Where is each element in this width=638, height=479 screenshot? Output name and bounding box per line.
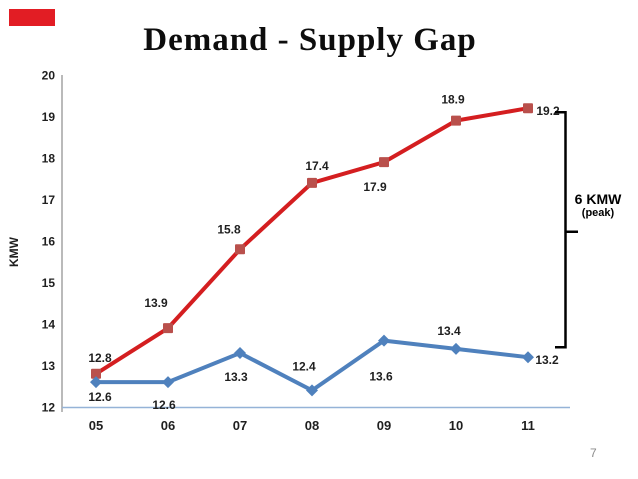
supply-data-label: 12.6 xyxy=(88,390,112,404)
demand-data-label: 18.9 xyxy=(441,93,465,107)
y-tick-label: 13 xyxy=(42,359,56,373)
supply-data-label: 13.3 xyxy=(224,370,248,384)
demand-marker xyxy=(451,115,461,126)
supply-data-label: 12.4 xyxy=(292,359,316,373)
demand-data-label: 17.4 xyxy=(305,159,329,173)
gap-annotation-value: 6 KMW xyxy=(574,191,622,207)
x-tick-label: 07 xyxy=(233,418,247,433)
supply-marker xyxy=(306,384,318,397)
gap-bracket xyxy=(555,110,578,349)
demand-line xyxy=(94,106,530,376)
supply-marker xyxy=(234,347,246,360)
chart-title: Demand - Supply Gap xyxy=(143,22,477,58)
x-tick-label: 08 xyxy=(305,418,319,433)
y-tick-label: 19 xyxy=(42,110,56,124)
y-tick-label: 16 xyxy=(42,235,56,249)
demand-marker xyxy=(523,103,533,114)
supply-marker xyxy=(450,342,462,355)
supply-data-label: 13.4 xyxy=(437,324,461,338)
supply-marker xyxy=(90,376,102,389)
x-tick-label: 06 xyxy=(161,418,175,433)
demand-data-label: 15.8 xyxy=(217,222,241,236)
supply-marker xyxy=(162,376,174,389)
demand-marker xyxy=(91,368,101,379)
gap-annotation-unit: (peak) xyxy=(581,207,615,219)
page-number: 7 xyxy=(590,446,597,460)
demand-marker xyxy=(379,157,389,168)
accent-bar xyxy=(9,9,55,26)
y-tick-label: 15 xyxy=(42,276,56,290)
supply-data-label: 13.6 xyxy=(369,370,393,384)
x-tick-label: 11 xyxy=(521,418,535,433)
y-tick-label: 20 xyxy=(42,69,56,83)
y-tick-label: 14 xyxy=(42,318,56,332)
x-tick-label: 10 xyxy=(449,418,463,433)
y-tick-label: 17 xyxy=(42,193,56,207)
y-tick-label: 12 xyxy=(42,401,56,415)
demand-data-label: 17.9 xyxy=(363,180,387,194)
y-tick-label: 18 xyxy=(42,152,56,166)
x-tick-label: 09 xyxy=(377,418,391,433)
demand-data-label: 12.8 xyxy=(88,351,112,365)
demand-marker xyxy=(163,323,173,334)
supply-data-label: 13.2 xyxy=(535,353,559,367)
supply-marker xyxy=(378,334,390,347)
supply-data-label: 12.6 xyxy=(152,398,176,412)
demand-marker xyxy=(235,244,245,255)
demand-data-label: 13.9 xyxy=(144,296,168,310)
gap-annotation: 6 KMW (peak) xyxy=(566,192,630,220)
demand-data-label: 19.2 xyxy=(536,104,560,118)
x-tick-label: 05 xyxy=(89,418,103,433)
supply-marker xyxy=(522,351,534,364)
demand-marker xyxy=(307,177,317,188)
